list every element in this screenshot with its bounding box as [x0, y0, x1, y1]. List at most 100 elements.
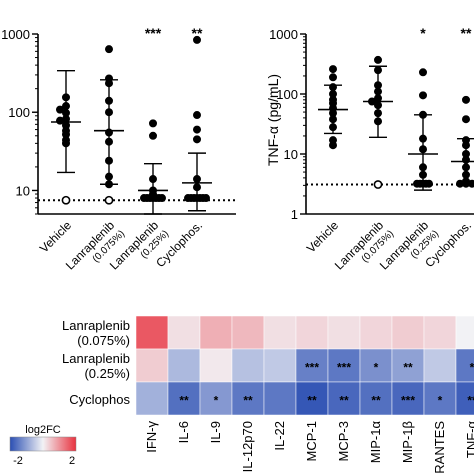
heatmap-star: * — [438, 394, 443, 408]
heatmap-cell — [135, 348, 169, 383]
heatmap-panel: Lanraplenib(0.075%)*** *** * ** *Lanraplenib… — [9, 315, 474, 474]
data-point-open — [373, 180, 383, 189]
column-label: TNF-α — [464, 421, 474, 459]
column-label: IL-9 — [208, 421, 223, 443]
data-point — [192, 125, 201, 134]
heatmap-cell — [295, 348, 329, 383]
data-point — [461, 95, 470, 104]
column-label: IL-12p70 — [240, 421, 255, 472]
data-point-open — [61, 195, 71, 205]
heatmap-star: ** — [243, 394, 253, 408]
heatmap-cell — [167, 315, 201, 350]
data-point — [418, 91, 427, 100]
heatmap-star: * — [470, 361, 474, 375]
data-point — [183, 194, 192, 203]
heatmap-star: ** — [339, 394, 349, 408]
category-label: Vehicle — [304, 218, 341, 255]
heatmap-cell — [327, 348, 361, 383]
data-point — [192, 135, 201, 144]
heatmap-cell — [295, 315, 329, 350]
data-point — [455, 179, 464, 188]
heatmap-star: *** — [401, 394, 415, 408]
heatmap-cell — [263, 315, 297, 350]
heatmap-cell — [327, 315, 361, 350]
heatmap-star: ** — [307, 394, 317, 408]
row-sublabel: (0.075%) — [77, 333, 130, 348]
data-point — [192, 35, 201, 44]
heatmap-cell — [423, 315, 457, 350]
data-point — [148, 131, 157, 140]
heatmap-cell — [263, 348, 297, 383]
heatmap-cell — [231, 381, 265, 416]
heatmap-cell — [359, 315, 393, 350]
data-point — [148, 119, 157, 128]
heatmap-star: *** — [337, 361, 351, 375]
significance-label: ** — [192, 25, 203, 41]
data-point — [328, 141, 337, 150]
heatmap-cell — [423, 348, 457, 383]
data-point-open — [104, 195, 114, 205]
data-point — [328, 65, 337, 74]
y-tick-label: 1 — [291, 207, 298, 222]
dotplot-panel-1: 100010010VehicleLanraplenib(0.075%)***La… — [1, 25, 236, 272]
data-point — [328, 73, 337, 82]
heatmap-cell — [135, 315, 169, 350]
heatmap-cell — [359, 348, 393, 383]
significance-label: * — [420, 25, 426, 41]
data-point — [201, 194, 210, 203]
heatmap-star: ** — [403, 361, 413, 375]
heatmap-cell — [423, 381, 457, 416]
data-point — [468, 179, 474, 188]
data-point — [105, 45, 114, 54]
data-point — [192, 111, 201, 120]
significance-label: ** — [461, 25, 472, 41]
column-label: MCP-3 — [336, 421, 351, 461]
group-2: Lanraplenib(0.075%) — [332, 55, 396, 272]
data-point — [139, 194, 148, 203]
y-tick-label: 10 — [284, 147, 298, 162]
heatmap-star: *** — [305, 361, 319, 375]
heatmap-star: * — [374, 361, 379, 375]
colorbar: log2FC -2 2 — [9, 424, 77, 467]
heatmap-cell — [167, 348, 201, 383]
heatmap-cell — [167, 381, 201, 416]
y-tick-label: 100 — [8, 105, 30, 120]
column-label: IFN-γ — [144, 421, 159, 453]
group-1: Vehicle — [304, 65, 348, 255]
heatmap-cell — [135, 381, 169, 416]
data-point — [157, 194, 166, 203]
y-tick-label: 10 — [16, 183, 30, 198]
heatmap-cell — [391, 315, 425, 350]
y-tick-label: 100 — [276, 87, 298, 102]
colorbar-tick-max: 2 — [69, 455, 75, 467]
row-label: Cyclophos — [69, 392, 130, 407]
heatmap-star: * — [214, 394, 219, 408]
heatmap-star: ** — [371, 394, 381, 408]
y-tick-label: 1000 — [1, 27, 30, 42]
column-label: MCP-1 — [304, 421, 319, 461]
heatmap-cell — [455, 381, 474, 416]
y-tick-label: 1000 — [269, 27, 298, 42]
group-1: Vehicle — [37, 69, 81, 255]
data-point — [418, 68, 427, 77]
heatmap-cell — [231, 348, 265, 383]
colorbar-bar — [9, 436, 77, 452]
heatmap-cell — [199, 381, 233, 416]
row-sublabel: (0.25%) — [84, 366, 130, 381]
category-label: Vehicle — [37, 218, 74, 255]
column-label: MIP-1β — [400, 421, 415, 463]
data-point — [56, 105, 65, 114]
column-label: MIP-1α — [368, 421, 383, 464]
data-point — [461, 115, 470, 124]
group-2: Lanraplenib(0.075%) — [63, 45, 127, 272]
colorbar-label: log2FC — [25, 424, 61, 436]
dotplot-panel-2: 1000 100 10 1 TNF-α (pg/mL) VehicleLanrapleni… — [265, 25, 474, 272]
heatmap-cell — [231, 315, 265, 350]
row-label: Lanraplenib — [62, 318, 130, 333]
row-label: Lanraplenib — [62, 351, 130, 366]
colorbar-tick-min: -2 — [13, 455, 23, 467]
heatmap-cell — [391, 381, 425, 416]
y-axis-label: TNF-α (pg/mL) — [265, 74, 281, 166]
data-point — [373, 55, 382, 64]
